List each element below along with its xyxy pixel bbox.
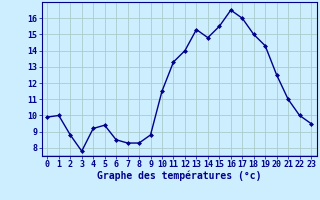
X-axis label: Graphe des températures (°c): Graphe des températures (°c): [97, 171, 261, 181]
